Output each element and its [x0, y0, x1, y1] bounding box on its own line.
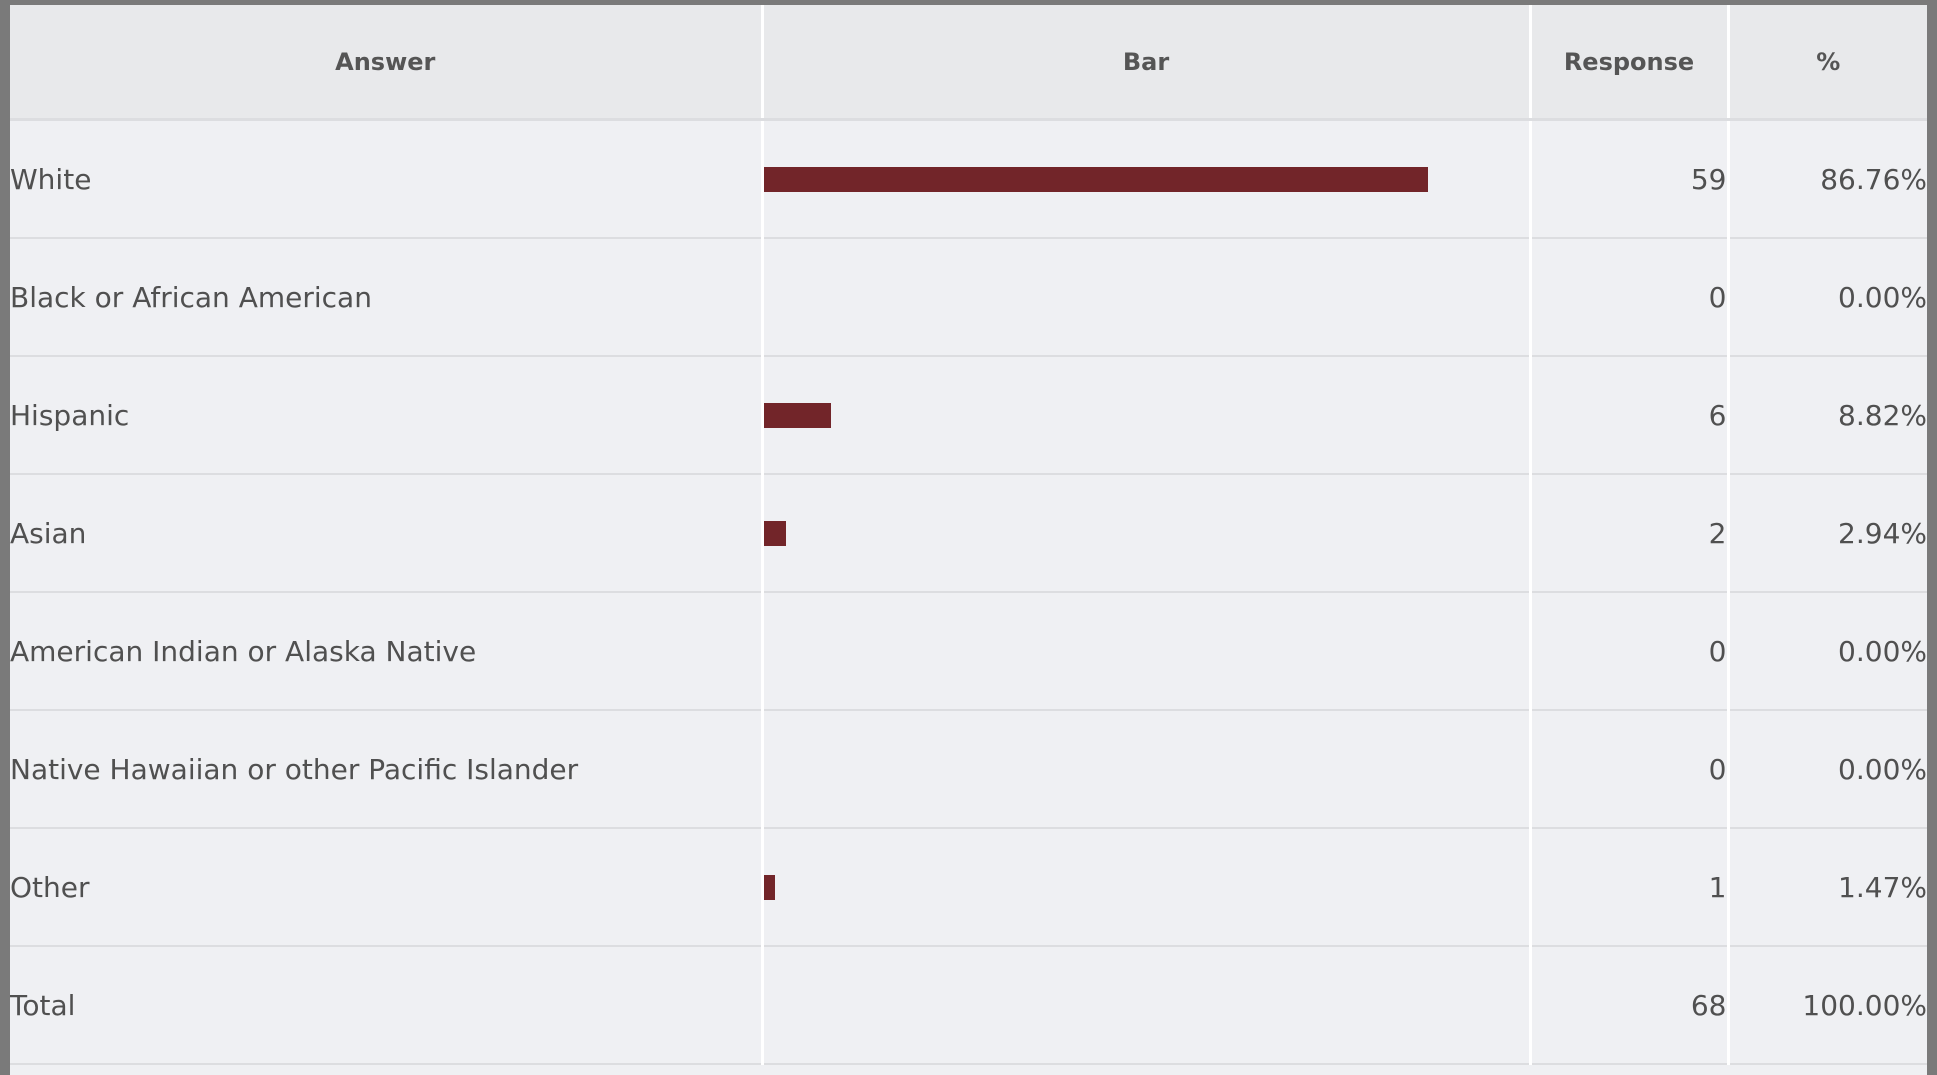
percent-cell: 0.00%	[1728, 710, 1927, 829]
percent-cell: 1.47%	[1728, 828, 1927, 947]
total-row: Total 68 100.00%	[10, 946, 1927, 1065]
response-bar	[763, 403, 831, 428]
answer-cell: Hispanic	[10, 356, 764, 475]
response-bar	[763, 521, 786, 546]
total-label: Total	[10, 946, 764, 1065]
answer-cell: Native Hawaiian or other Pacific Islande…	[10, 710, 764, 829]
bar-cell	[762, 474, 1532, 593]
percent-cell: 86.76%	[1728, 119, 1927, 239]
header-row: Answer Bar Response %	[10, 5, 1927, 121]
bar-column-header[interactable]: Bar	[762, 5, 1532, 121]
total-response-cell: 68	[1530, 946, 1730, 1065]
bar-cell	[762, 238, 1532, 357]
table-row: American Indian or Alaska Native 0 0.00%	[10, 592, 1927, 711]
response-cell: 0	[1530, 710, 1730, 829]
percent-cell: 0.00%	[1728, 238, 1927, 357]
bar-cell	[762, 119, 1532, 239]
table-row: White 59 86.76%	[10, 119, 1927, 239]
table-row: Black or African American 0 0.00%	[10, 238, 1927, 357]
response-cell: 1	[1530, 828, 1730, 947]
total-percent-cell: 100.00%	[1728, 946, 1927, 1065]
percent-cell: 8.82%	[1728, 356, 1927, 475]
answer-cell: Asian	[10, 474, 764, 593]
response-cell: 6	[1530, 356, 1730, 475]
percent-cell: 0.00%	[1728, 592, 1927, 711]
results-table: Answer Bar Response % White 59 86.76% Bl…	[10, 5, 1927, 1065]
answer-cell: White	[10, 119, 764, 239]
percent-column-header[interactable]: %	[1728, 5, 1927, 121]
response-cell: 0	[1530, 592, 1730, 711]
answer-cell: Other	[10, 828, 764, 947]
table-row: Asian 2 2.94%	[10, 474, 1927, 593]
response-cell: 59	[1530, 119, 1730, 239]
answer-cell: American Indian or Alaska Native	[10, 592, 764, 711]
answer-column-header[interactable]: Answer	[10, 5, 764, 121]
results-panel: Answer Bar Response % White 59 86.76% Bl…	[10, 5, 1927, 1075]
response-cell: 0	[1530, 238, 1730, 357]
bar-cell	[762, 592, 1532, 711]
percent-cell: 2.94%	[1728, 474, 1927, 593]
bar-cell	[762, 828, 1532, 947]
table-row: Native Hawaiian or other Pacific Islande…	[10, 710, 1927, 829]
table-row: Hispanic 6 8.82%	[10, 356, 1927, 475]
response-cell: 2	[1530, 474, 1730, 593]
answer-cell: Black or African American	[10, 238, 764, 357]
table-row: Other 1 1.47%	[10, 828, 1927, 947]
bar-cell	[762, 710, 1532, 829]
bar-cell	[762, 946, 1532, 1065]
response-bar	[763, 875, 775, 900]
response-bar	[763, 167, 1428, 192]
response-column-header[interactable]: Response	[1530, 5, 1730, 121]
bar-cell	[762, 356, 1532, 475]
